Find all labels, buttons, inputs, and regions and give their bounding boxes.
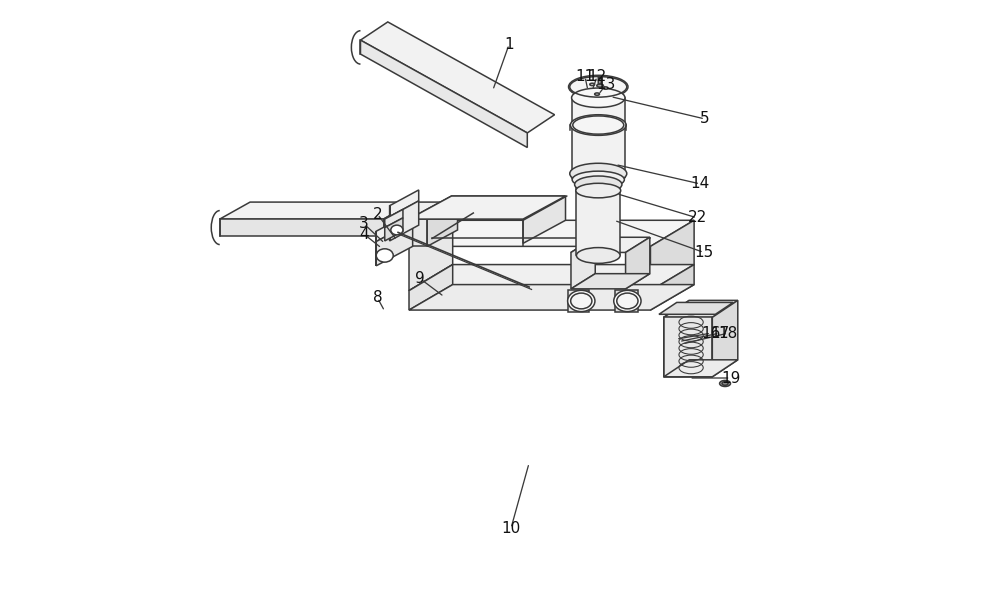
Text: 18: 18 — [718, 326, 738, 340]
Polygon shape — [650, 264, 694, 310]
Polygon shape — [659, 302, 733, 314]
Ellipse shape — [568, 291, 595, 311]
Polygon shape — [384, 202, 458, 219]
Polygon shape — [615, 290, 638, 312]
Text: 1: 1 — [504, 37, 514, 52]
Ellipse shape — [576, 183, 621, 198]
Text: 9: 9 — [415, 271, 425, 286]
Polygon shape — [568, 290, 589, 312]
Polygon shape — [626, 237, 650, 289]
Ellipse shape — [575, 176, 622, 193]
Polygon shape — [220, 219, 384, 236]
Ellipse shape — [597, 84, 603, 87]
Polygon shape — [384, 219, 427, 246]
Ellipse shape — [576, 247, 620, 263]
Polygon shape — [220, 202, 414, 219]
Polygon shape — [576, 185, 620, 255]
Polygon shape — [409, 285, 694, 310]
Text: 19: 19 — [721, 370, 740, 385]
Ellipse shape — [590, 83, 595, 86]
Polygon shape — [598, 76, 601, 85]
Polygon shape — [409, 220, 694, 246]
Text: 14: 14 — [691, 176, 710, 192]
Polygon shape — [427, 202, 458, 246]
Text: 10: 10 — [501, 521, 521, 536]
Polygon shape — [385, 218, 403, 241]
Polygon shape — [409, 264, 453, 310]
Ellipse shape — [572, 171, 624, 188]
Ellipse shape — [614, 291, 641, 311]
Ellipse shape — [722, 382, 728, 385]
Text: 2: 2 — [373, 207, 382, 222]
Text: 16: 16 — [701, 326, 721, 340]
Text: 4: 4 — [359, 227, 369, 242]
Polygon shape — [572, 98, 625, 176]
Ellipse shape — [576, 178, 620, 193]
Polygon shape — [390, 190, 419, 216]
Text: 12: 12 — [587, 69, 607, 84]
Ellipse shape — [573, 116, 624, 134]
Ellipse shape — [595, 93, 599, 95]
Polygon shape — [409, 196, 566, 219]
Ellipse shape — [569, 75, 628, 98]
Ellipse shape — [603, 87, 608, 89]
Polygon shape — [376, 222, 413, 266]
Text: 5: 5 — [700, 111, 710, 126]
Polygon shape — [571, 237, 650, 252]
Ellipse shape — [572, 88, 625, 108]
Ellipse shape — [570, 115, 626, 136]
Polygon shape — [376, 212, 413, 241]
Text: 22: 22 — [688, 210, 707, 226]
Ellipse shape — [391, 225, 403, 235]
Polygon shape — [650, 220, 694, 291]
Polygon shape — [409, 264, 694, 291]
Text: 8: 8 — [373, 291, 382, 305]
Text: 15: 15 — [694, 245, 713, 260]
Ellipse shape — [376, 249, 393, 262]
Ellipse shape — [570, 164, 627, 184]
Ellipse shape — [571, 293, 592, 309]
Polygon shape — [664, 317, 712, 377]
Ellipse shape — [720, 381, 731, 387]
Text: 11: 11 — [575, 69, 595, 84]
Polygon shape — [712, 300, 738, 377]
Polygon shape — [664, 300, 689, 377]
Polygon shape — [385, 209, 403, 227]
Polygon shape — [360, 22, 555, 133]
Polygon shape — [409, 196, 566, 219]
Polygon shape — [571, 237, 595, 289]
Polygon shape — [409, 220, 453, 291]
Polygon shape — [523, 196, 566, 243]
Polygon shape — [360, 40, 527, 148]
Polygon shape — [664, 360, 738, 377]
Polygon shape — [571, 274, 650, 289]
Ellipse shape — [617, 293, 638, 309]
Text: 3: 3 — [359, 216, 369, 232]
Polygon shape — [390, 201, 419, 241]
Ellipse shape — [572, 167, 625, 186]
Text: 17: 17 — [710, 326, 729, 340]
Text: 13: 13 — [596, 77, 616, 92]
Polygon shape — [664, 300, 738, 317]
